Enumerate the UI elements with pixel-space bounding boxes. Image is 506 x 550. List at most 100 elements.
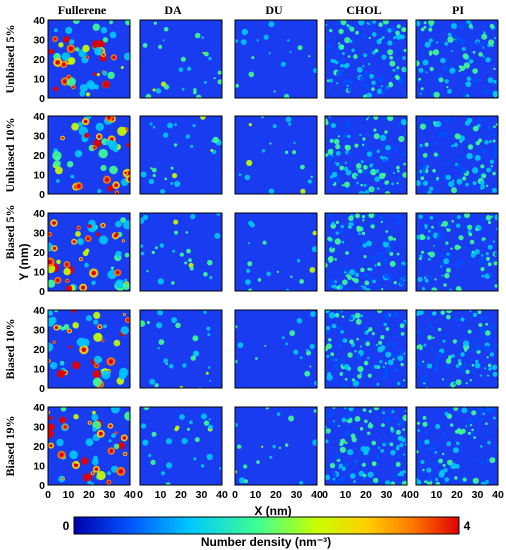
density-cell [391, 154, 394, 157]
density-cell [325, 27, 329, 31]
density-cell [456, 223, 461, 228]
density-cell [358, 470, 365, 477]
axis-ticks: 0102030400102030400102030400102030400102… [33, 15, 504, 501]
heatmap-panel [234, 19, 318, 99]
density-cell [471, 410, 477, 416]
density-cell [67, 161, 74, 168]
density-cell [353, 480, 356, 483]
density-cell [327, 256, 334, 262]
density-cell [351, 378, 355, 382]
density-cell [181, 438, 188, 445]
density-cell [336, 285, 340, 290]
density-cell [403, 67, 407, 72]
density-cell [86, 80, 95, 89]
density-cell [435, 178, 439, 182]
density-cell [367, 141, 370, 145]
density-cell [373, 477, 379, 484]
density-cell [83, 459, 87, 463]
density-cell [58, 371, 64, 376]
density-cell [371, 80, 376, 86]
density-cell [151, 431, 157, 437]
density-cell [466, 76, 472, 82]
density-cell [490, 165, 493, 168]
density-cell [364, 83, 370, 89]
x-tick-label: 40 [216, 489, 228, 501]
density-cell [108, 439, 112, 443]
density-cell [367, 62, 371, 66]
density-cell [96, 470, 106, 481]
density-cell [140, 244, 144, 248]
density-cell [118, 469, 124, 474]
density-cell [475, 228, 479, 232]
density-cell [403, 453, 406, 456]
density-cell [399, 347, 403, 352]
density-cell [390, 481, 396, 485]
density-cell [276, 412, 281, 416]
density-cell [464, 348, 468, 352]
row-title-unbiased-10: Unbiased 10% [3, 117, 17, 192]
density-cell [387, 40, 393, 46]
density-cell [338, 463, 343, 468]
density-cell [296, 318, 303, 324]
density-cell [445, 358, 452, 364]
density-cell [397, 175, 401, 180]
density-cell [398, 135, 405, 143]
density-cell [433, 152, 438, 157]
density-cell [486, 356, 489, 359]
density-cell [437, 230, 444, 238]
density-cell [438, 131, 444, 138]
density-cell [326, 326, 331, 331]
density-cell [60, 407, 67, 412]
density-cell [329, 78, 333, 83]
density-cell [490, 258, 495, 263]
y-tick-label: 10 [33, 267, 45, 279]
heatmap-panel [234, 309, 318, 389]
density-cell [473, 436, 477, 439]
density-cell [435, 121, 442, 128]
density-cell [152, 125, 156, 129]
density-cell [340, 330, 344, 334]
density-cell [91, 472, 94, 475]
density-cell [478, 258, 484, 265]
density-cell [247, 242, 251, 245]
density-cell [395, 454, 400, 459]
density-cell [186, 427, 190, 431]
density-cell [383, 313, 390, 320]
density-cell [347, 121, 352, 126]
density-cell [381, 217, 386, 222]
density-cell [483, 317, 487, 322]
density-cell [339, 446, 346, 453]
heatmap-panel [47, 19, 131, 99]
density-cell [354, 416, 361, 422]
density-cell [330, 352, 335, 357]
column-title-chol: CHOL [346, 3, 381, 17]
density-cell [401, 385, 405, 388]
density-cell [150, 459, 156, 465]
density-cell [72, 322, 79, 329]
density-cell [493, 125, 496, 128]
density-cell [445, 310, 453, 314]
density-cell [360, 314, 364, 318]
density-cell [247, 261, 253, 267]
density-cell [122, 240, 125, 242]
density-cell [382, 20, 389, 25]
density-cell [109, 424, 112, 428]
density-cell [149, 378, 156, 385]
density-cell [426, 467, 432, 473]
density-cell [72, 240, 76, 244]
density-cell [422, 152, 428, 158]
density-cell [367, 267, 371, 271]
density-cell [341, 52, 345, 55]
density-cell [477, 310, 482, 314]
density-cell [55, 60, 60, 65]
density-cell [235, 422, 238, 428]
density-cell [124, 252, 130, 258]
density-cell [94, 84, 99, 90]
density-cell [172, 173, 178, 179]
density-cell [416, 479, 422, 485]
density-cell [111, 407, 120, 414]
density-cell [88, 421, 91, 424]
y-tick-label: 40 [33, 111, 45, 123]
density-cell [463, 473, 467, 477]
y-axis-label: Y (nm) [17, 243, 31, 280]
